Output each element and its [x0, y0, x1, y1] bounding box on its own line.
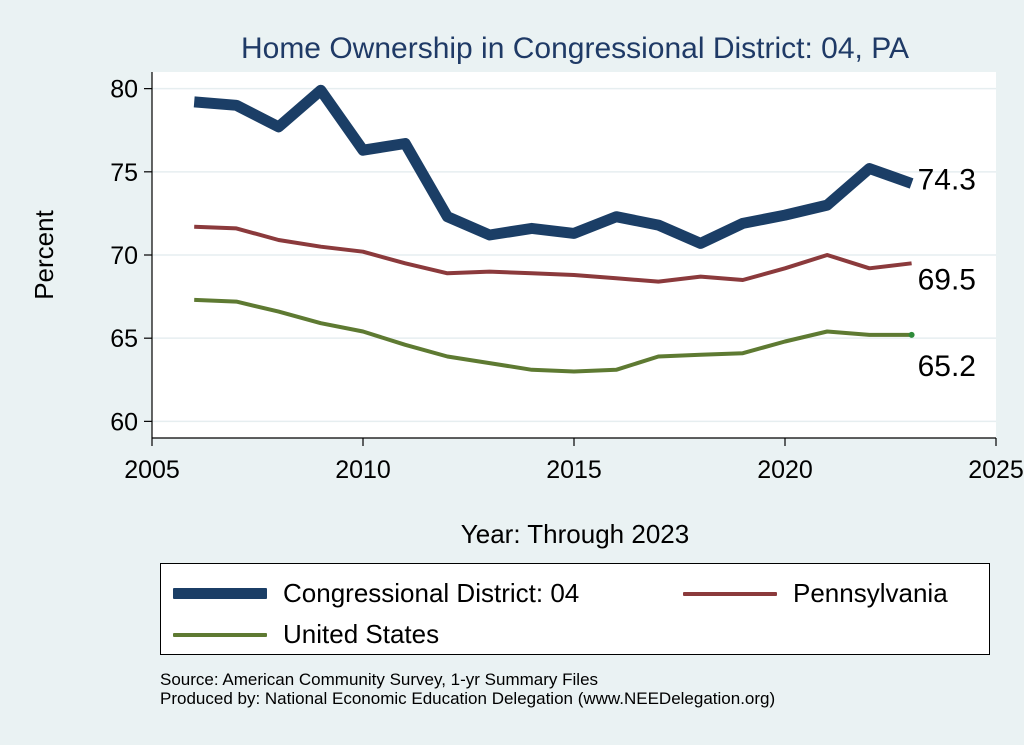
x-tick-label: 2005: [124, 456, 180, 484]
end-marker: [908, 331, 915, 338]
x-tick-label: 2015: [546, 456, 602, 484]
x-tick-label: 2020: [757, 456, 813, 484]
y-tick-label: 65: [110, 325, 138, 353]
legend-label-district: Congressional District: 04: [283, 578, 580, 608]
source-line: Source: American Community Survey, 1-yr …: [160, 670, 599, 689]
legend-entry-pennsylvania: Pennsylvania: [683, 578, 948, 609]
legend-swatch-pennsylvania: [683, 591, 777, 596]
series-line-united-states: [194, 297, 912, 374]
end-label-united-states: 65.2: [918, 350, 976, 383]
legend: Congressional District: 04 Pennsylvania …: [160, 563, 990, 655]
y-tick-label: 70: [110, 242, 138, 270]
end-label-pennsylvania: 69.5: [918, 263, 976, 296]
y-tick-label: 60: [110, 408, 138, 436]
series-line-pennsylvania: [194, 224, 912, 284]
source-note: Source: American Community Survey, 1-yr …: [160, 670, 775, 708]
x-tick-label: 2025: [968, 456, 1024, 484]
producer-line: Produced by: National Economic Education…: [160, 689, 776, 708]
legend-label-pennsylvania: Pennsylvania: [793, 578, 948, 608]
legend-label-united-states: United States: [283, 619, 440, 649]
x-tick-label: 2010: [335, 456, 391, 484]
end-label-district: 74.3: [918, 163, 976, 196]
y-tick-label: 75: [110, 159, 138, 187]
legend-swatch-district: [173, 588, 267, 599]
y-axis-title: Percent: [29, 209, 59, 299]
line-chart: Home Ownership in Congressional District…: [29, 32, 1024, 549]
legend-entry-district: Congressional District: 04: [173, 578, 579, 609]
series-line-district: [193, 84, 914, 249]
chart-title: Home Ownership in Congressional District…: [241, 32, 909, 65]
legend-swatch-united-states: [173, 632, 267, 637]
legend-entry-united-states: United States: [173, 619, 439, 650]
x-axis-title: Year: Through 2023: [461, 519, 689, 549]
y-tick-label: 80: [110, 76, 138, 104]
